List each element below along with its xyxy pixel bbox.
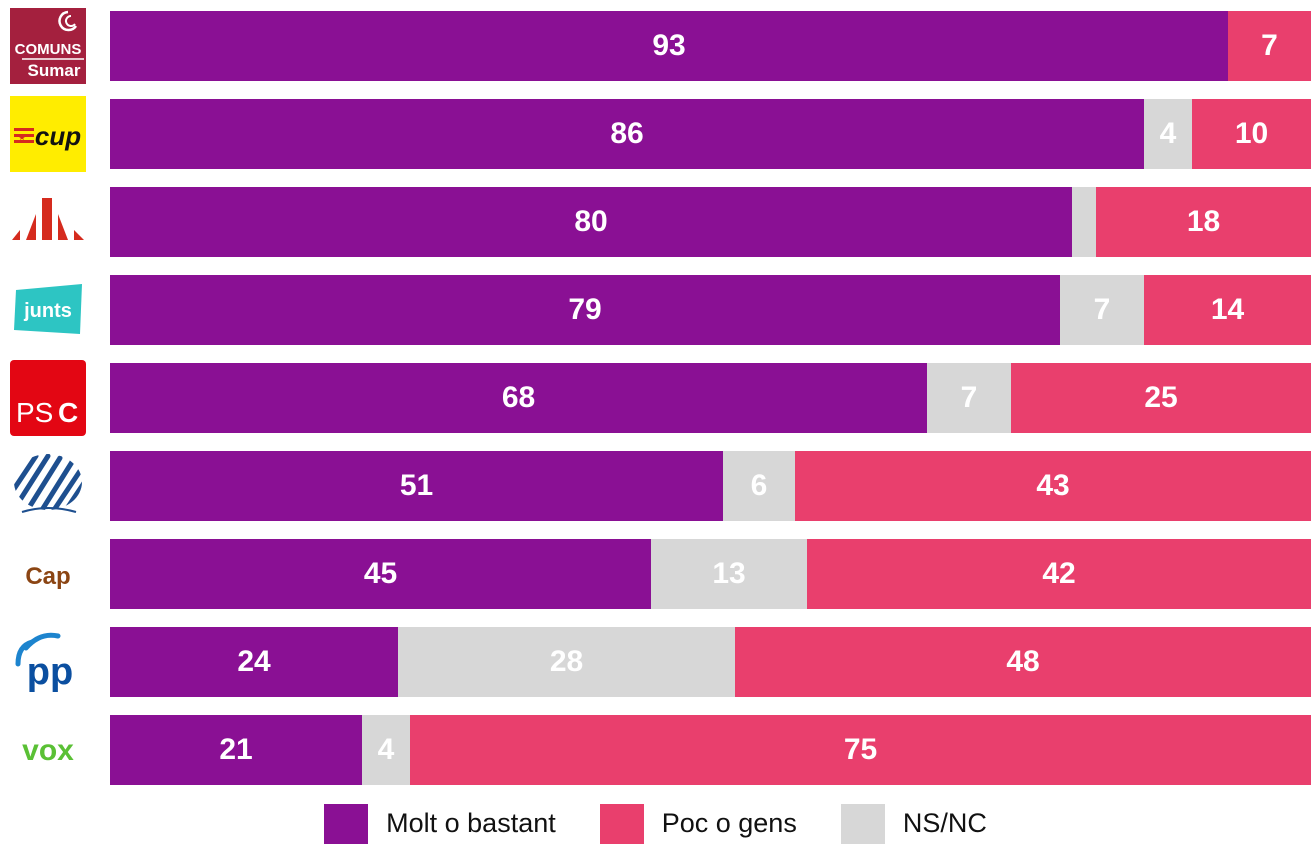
legend-swatch-poc (599, 803, 644, 844)
data-label-molt-cs: 51 (399, 469, 434, 502)
legend-swatch-nsnc (840, 803, 885, 844)
data-label-poc-pp: 48 (1006, 645, 1040, 678)
bar-nsnc-cs: 6 (723, 451, 795, 521)
data-label-nsnc-junts: 7 (1093, 293, 1111, 326)
data-label-nsnc-cup: 4 (1159, 117, 1177, 150)
legend-swatch-molt (324, 803, 369, 844)
legend-item-poc: Poc o gens (599, 803, 797, 844)
stacked-bar-chart: COMUNS Sumar 93 7 cup 86 4 10 80 18 junts 79… (10, 8, 1311, 788)
legend-label-nsnc: NS/NC (902, 808, 987, 838)
legend-label-poc: Poc o gens (661, 808, 797, 838)
bar-poc-erc: 18 (1096, 187, 1311, 257)
svg-text:junts: junts (23, 300, 72, 322)
bar-molt-psc: 68 (110, 363, 927, 433)
bar-molt-cs: 51 (110, 451, 723, 521)
data-label-molt-cap: 45 (363, 557, 398, 590)
data-label-molt-comuns-sumar: 93 (652, 29, 686, 62)
data-label-nsnc-vox: 4 (377, 733, 395, 766)
party-logo-comuns-sumar: COMUNS Sumar (10, 8, 86, 84)
bar-molt-pp: 24 (110, 627, 398, 697)
bar-molt-cup: 86 (110, 99, 1144, 169)
data-label-molt-junts: 79 (568, 293, 602, 326)
data-label-poc-junts: 14 (1210, 293, 1245, 326)
party-logo-cap: Cap (10, 536, 86, 612)
bar-nsnc-psc: 7 (927, 363, 1011, 433)
svg-text:Sumar: Sumar (28, 61, 81, 80)
data-label-poc-vox: 75 (843, 733, 878, 766)
party-logo-psc: PS C (10, 360, 86, 436)
bar-nsnc-vox: 4 (362, 715, 410, 785)
bar-molt-erc: 80 (110, 187, 1072, 257)
svg-text:vox: vox (22, 734, 74, 767)
data-label-nsnc-cap: 13 (712, 557, 746, 590)
bar-molt-vox: 21 (110, 715, 362, 785)
data-label-molt-cup: 86 (610, 117, 644, 150)
legend-item-nsnc: NS/NC (840, 803, 987, 844)
data-label-poc-psc: 25 (1144, 381, 1178, 414)
bar-nsnc-pp: 28 (398, 627, 735, 697)
data-label-molt-pp: 24 (237, 645, 271, 678)
bar-poc-junts: 14 (1144, 275, 1311, 345)
party-logo-cs (10, 448, 86, 524)
bar-poc-comuns-sumar: 7 (1228, 11, 1311, 81)
data-label-poc-cap: 42 (1042, 557, 1076, 590)
bar-molt-cap: 45 (110, 539, 651, 609)
bar-poc-cs: 43 (795, 451, 1311, 521)
data-label-nsnc-cs: 6 (750, 469, 768, 502)
data-label-poc-cup: 10 (1234, 117, 1269, 150)
party-logo-erc (10, 184, 86, 260)
bar-nsnc-erc (1072, 187, 1096, 257)
bar-poc-cup: 10 (1192, 99, 1311, 169)
party-logo-junts: junts (10, 272, 86, 348)
svg-text:PS: PS (16, 397, 53, 428)
data-label-poc-comuns-sumar: 7 (1261, 29, 1278, 62)
legend-label-molt: Molt o bastant (386, 808, 556, 838)
svg-text:C: C (58, 397, 78, 428)
party-logo-vox: vox (10, 712, 86, 788)
party-logo-pp: pp (10, 624, 86, 700)
party-logo-cup: cup (10, 96, 86, 172)
bar-molt-comuns-sumar: 93 (110, 11, 1228, 81)
bar-molt-junts: 79 (110, 275, 1060, 345)
data-label-nsnc-pp: 28 (549, 645, 584, 678)
bar-poc-pp: 48 (735, 627, 1311, 697)
data-label-nsnc-psc: 7 (960, 381, 978, 414)
bar-nsnc-cap: 13 (651, 539, 807, 609)
legend-item-molt: Molt o bastant (324, 803, 556, 844)
bar-poc-vox: 75 (410, 715, 1311, 785)
data-label-poc-erc: 18 (1186, 205, 1221, 238)
bar-nsnc-junts: 7 (1060, 275, 1144, 345)
bar-poc-cap: 42 (807, 539, 1311, 609)
svg-text:Cap: Cap (25, 563, 70, 590)
legend: Molt o bastant Poc o gens NS/NC (0, 800, 1311, 847)
svg-text:COMUNS: COMUNS (15, 41, 82, 58)
data-label-molt-erc: 80 (574, 205, 608, 238)
bar-poc-psc: 25 (1011, 363, 1311, 433)
svg-text:cup: cup (35, 121, 81, 151)
svg-text:pp: pp (27, 651, 73, 693)
data-label-molt-psc: 68 (501, 381, 536, 414)
data-label-molt-vox: 21 (219, 733, 253, 766)
data-label-poc-cs: 43 (1036, 469, 1070, 502)
bar-nsnc-cup: 4 (1144, 99, 1192, 169)
